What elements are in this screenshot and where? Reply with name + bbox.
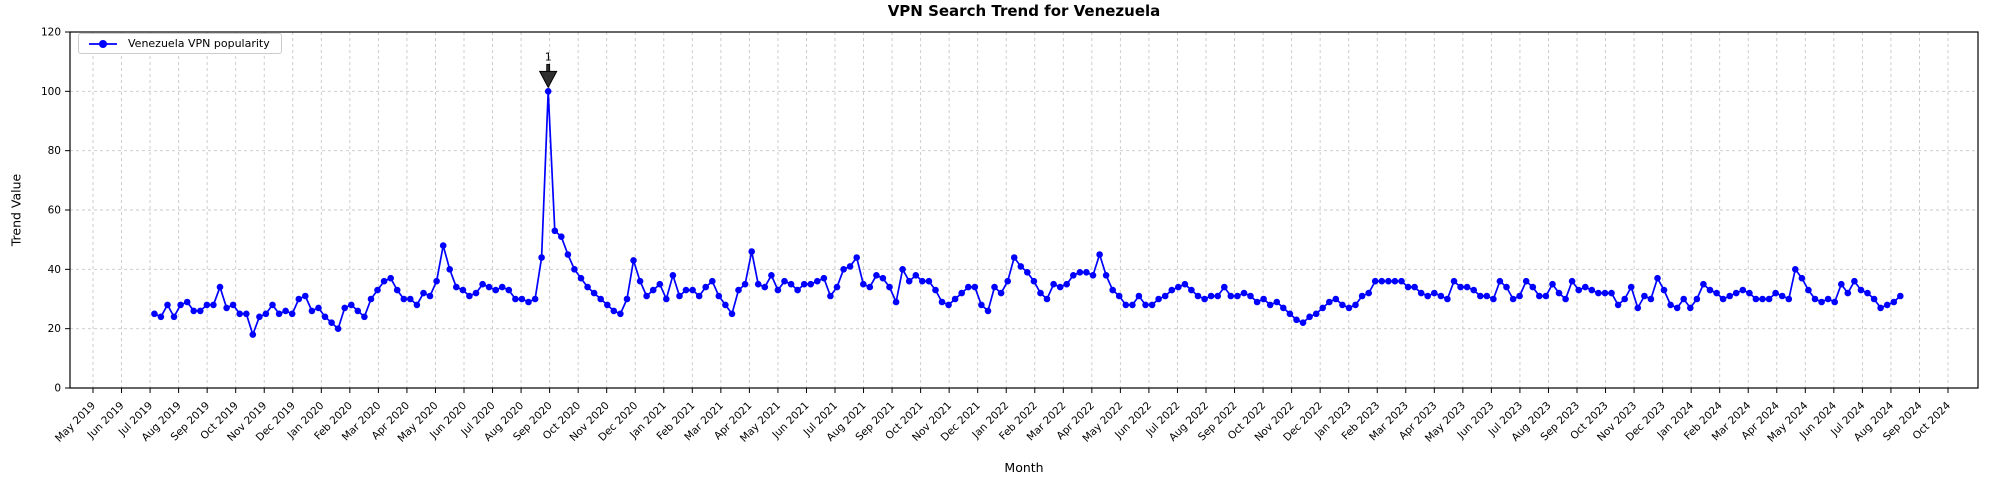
svg-text:60: 60 (48, 205, 61, 217)
chart-title: VPN Search Trend for Venezuela (887, 2, 1161, 20)
y-tick-labels: 0 20 40 60 80 100 120 (41, 27, 61, 395)
x-axis-label: Month (1004, 460, 1044, 475)
svg-text:120: 120 (41, 27, 61, 39)
svg-text:100: 100 (41, 86, 61, 98)
grid (70, 31, 1978, 389)
svg-text:80: 80 (48, 145, 61, 157)
y-axis-label: Trend Value (8, 173, 24, 247)
series-line (154, 90, 1901, 336)
legend: Venezuela VPN popularity (78, 33, 282, 54)
legend-label: Venezuela VPN popularity (128, 37, 270, 50)
svg-text:20: 20 (48, 323, 61, 335)
svg-text:40: 40 (48, 264, 61, 276)
series-markers (151, 88, 1904, 338)
x-axis-ticks (92, 388, 1949, 393)
y-axis-ticks (65, 31, 70, 389)
peak-annotation-label: 1 (545, 50, 552, 63)
svg-text:0: 0 (54, 383, 61, 395)
peak-annotation: 1 (538, 50, 558, 89)
legend-line-marker-icon (89, 39, 117, 48)
